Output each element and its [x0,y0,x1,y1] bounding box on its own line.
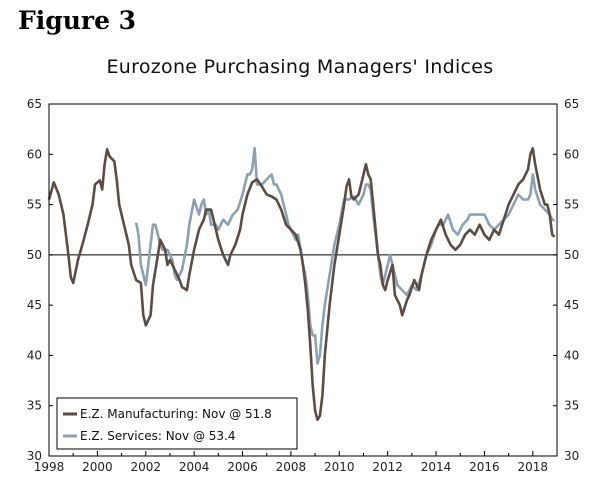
x-tick-label: 2012 [372,460,403,474]
legend-label-manufacturing: E.Z. Manufacturing: Nov @ 51.8 [80,407,272,421]
y-tick-label-left: 40 [27,348,42,362]
y-tick-label-right: 45 [564,298,579,312]
y-tick-label-right: 50 [564,248,579,262]
x-tick-label: 2002 [130,460,161,474]
y-tick-label-left: 35 [27,399,42,413]
series-layer [47,147,556,422]
x-tick-label: 2014 [421,460,452,474]
y-tick-label-right: 55 [564,198,579,212]
plot-frame [48,103,558,457]
y-tick-label-left: 50 [27,248,42,262]
series-line-manufacturing [47,147,556,422]
x-tick-label: 2008 [276,460,307,474]
y-tick-label-left: 65 [27,97,42,111]
legend: E.Z. Manufacturing: Nov @ 51.8 E.Z. Servi… [56,397,298,450]
y-tick-label-right: 65 [564,97,579,111]
figure-label: Figure 3 [18,6,137,35]
x-tick-label: 2006 [227,460,258,474]
x-tick-label: 2004 [179,460,210,474]
axis-layer: 30 30 35 35 40 40 45 45 50 50 55 55 60 60 65 65 1998 2000… [27,97,580,474]
y-tick-label-right: 30 [564,449,579,463]
legend-box [56,397,298,450]
chart-title: Eurozone Purchasing Managers' Indices [106,56,494,78]
x-tick-label: 2010 [324,460,355,474]
series-line-services [134,147,556,365]
y-tick-label-left: 60 [27,147,42,161]
x-tick-label: 2016 [469,460,500,474]
y-tick-label-left: 30 [27,449,42,463]
x-tick-label: 2000 [82,460,113,474]
y-tick-label-right: 60 [564,147,579,161]
legend-label-services: E.Z. Services: Nov @ 53.4 [80,429,235,443]
y-tick-label-right: 40 [564,348,579,362]
y-tick-label-left: 45 [27,298,42,312]
x-tick-label: 2018 [518,460,549,474]
x-tick-label: 1998 [34,460,65,474]
y-tick-label-left: 55 [27,198,42,212]
y-tick-label-right: 35 [564,399,579,413]
